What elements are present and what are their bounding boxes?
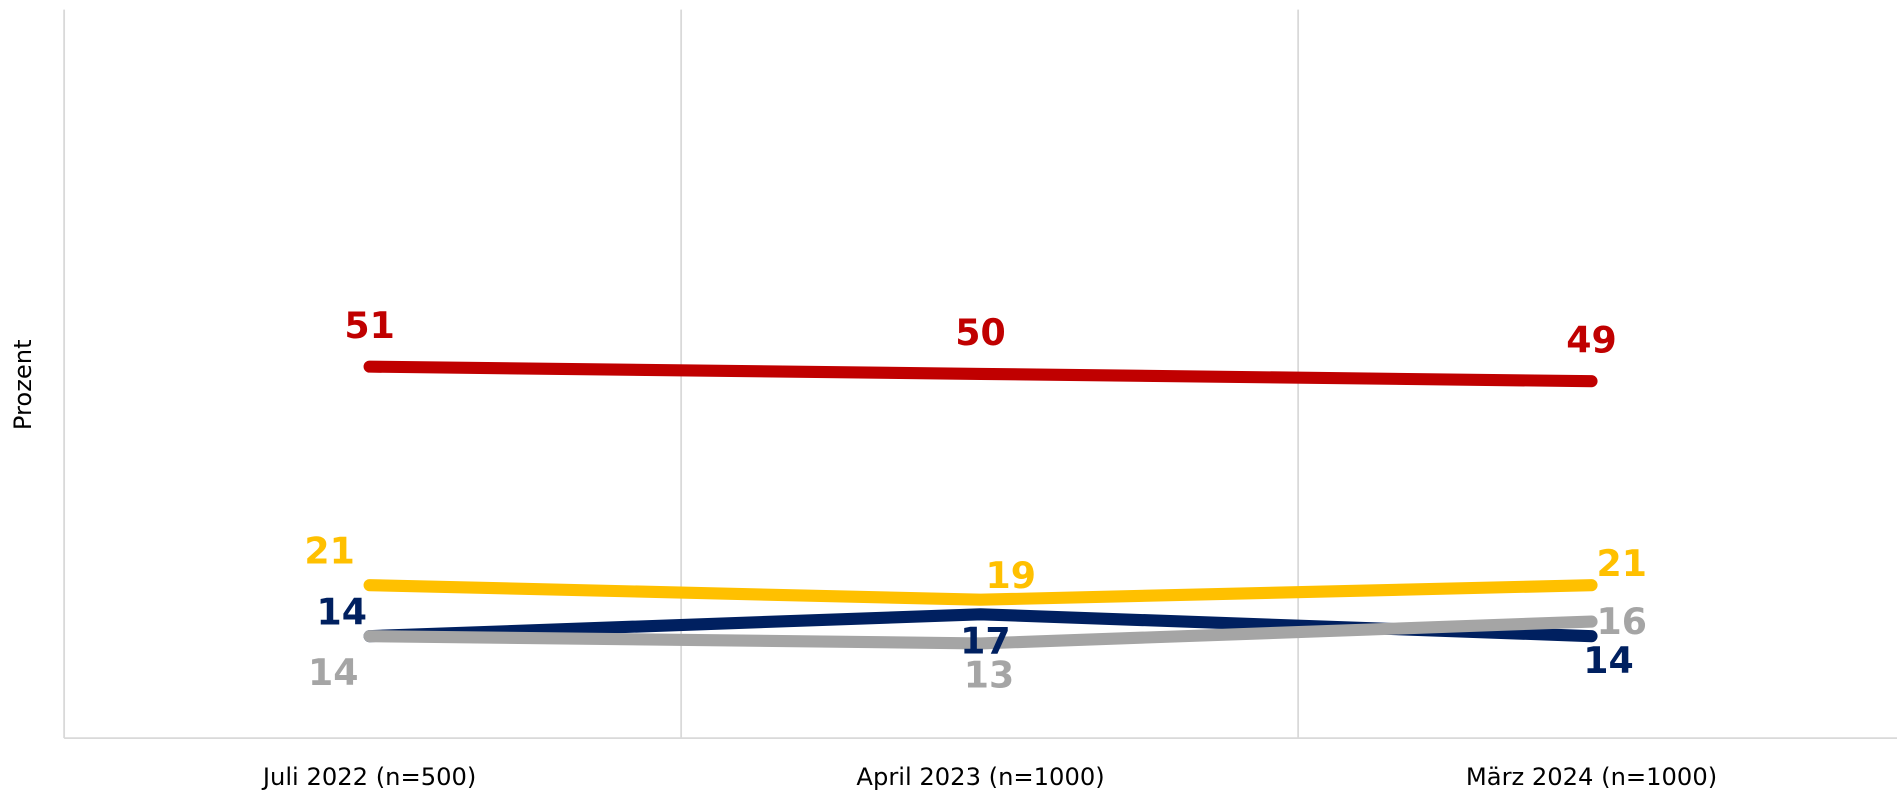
data-label: 13 <box>964 653 1014 696</box>
data-label: 16 <box>1597 600 1647 643</box>
data-label: 51 <box>344 304 394 347</box>
data-label: 14 <box>1583 639 1633 682</box>
data-label: 19 <box>986 554 1036 597</box>
data-label: 50 <box>955 311 1005 354</box>
data-label: 49 <box>1566 318 1616 361</box>
y-axis-label: Prozent <box>9 339 37 430</box>
x-tick-label: April 2023 (n=1000) <box>856 763 1104 791</box>
data-label: 21 <box>1597 542 1647 585</box>
data-label: 14 <box>308 651 358 694</box>
x-tick-label: Juli 2022 (n=500) <box>261 763 476 791</box>
series-line <box>363 579 1598 606</box>
series-line <box>363 615 1598 650</box>
data-label: 17 <box>960 619 1010 662</box>
data-label: 21 <box>304 530 354 573</box>
series-line <box>363 360 1598 388</box>
data-label: 14 <box>317 590 367 633</box>
x-tick-label: März 2024 (n=1000) <box>1466 763 1717 791</box>
